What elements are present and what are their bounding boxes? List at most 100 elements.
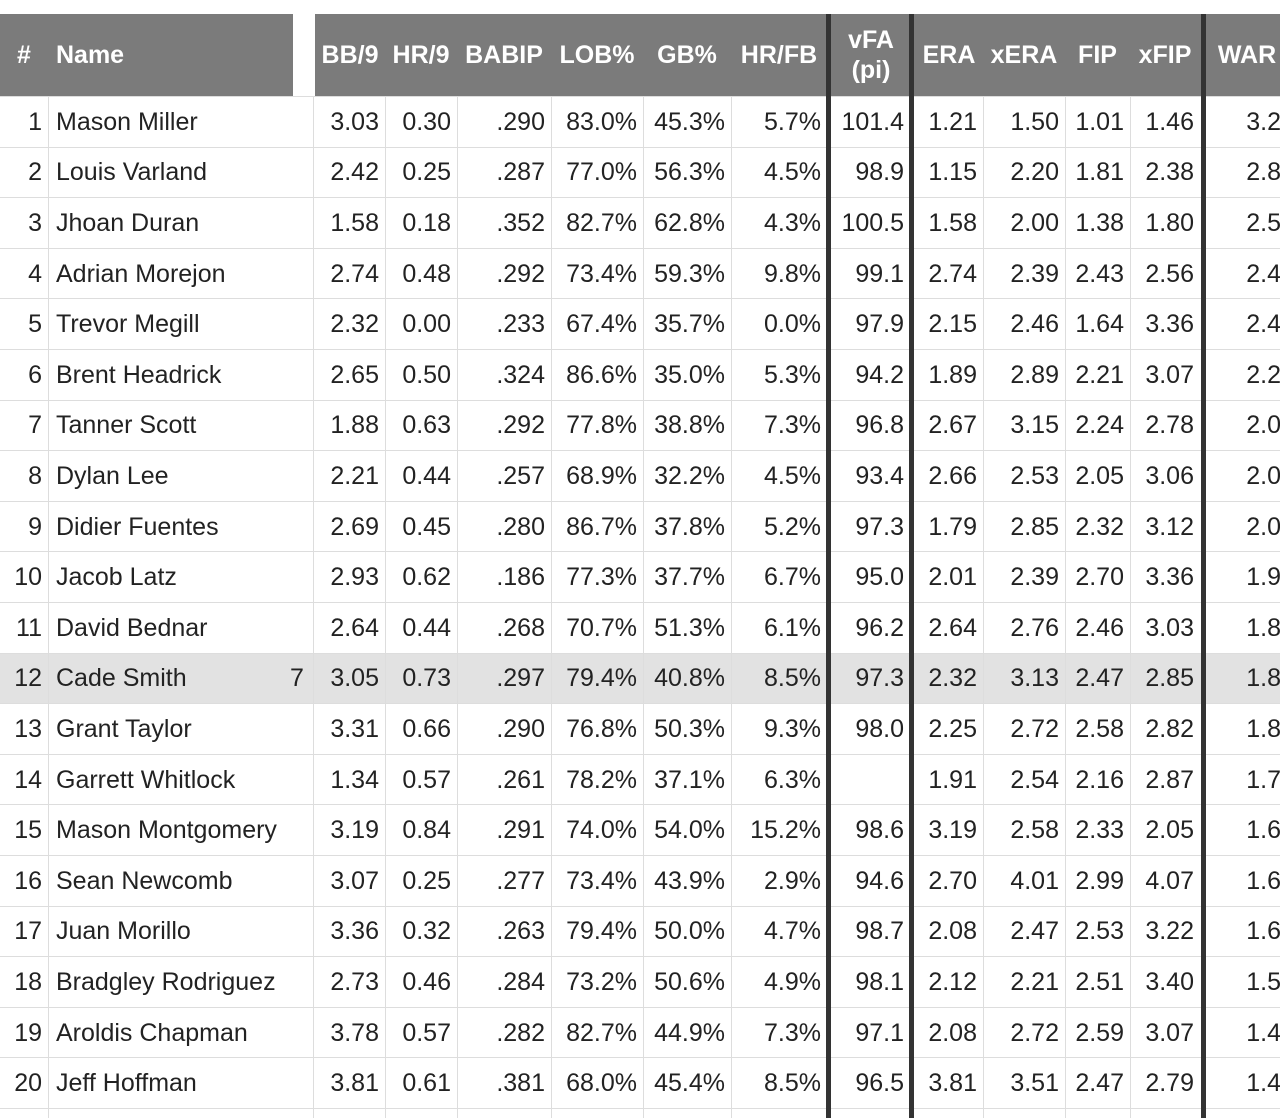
table-cell: 70.7%	[566, 613, 637, 642]
table-cell: Juan Morillo	[56, 917, 191, 946]
table-cell: 94.6	[855, 866, 904, 895]
table-cell: 2.16	[1075, 765, 1124, 794]
table-cell: 3.12	[1145, 512, 1194, 541]
table-cell: 2.46	[1075, 613, 1124, 642]
column-line	[313, 96, 314, 1118]
table-cell: 0.25	[402, 866, 451, 895]
column-line	[731, 96, 732, 1118]
table-cell: 1	[28, 107, 42, 136]
table-cell: 77.3%	[566, 563, 637, 592]
table-cell: 97.9	[855, 310, 904, 339]
table-cell: .324	[496, 360, 545, 389]
table-cell: 3.19	[928, 816, 977, 845]
table-cell: 3	[28, 208, 42, 237]
table-cell: 9	[28, 512, 42, 541]
table-cell: .290	[496, 714, 545, 743]
table-cell: 2.08	[928, 917, 977, 946]
row-line	[0, 602, 1280, 603]
table-cell: 44.9%	[654, 1018, 725, 1047]
table-cell: 2.78	[1145, 411, 1194, 440]
table-cell: 2.0	[1246, 512, 1280, 541]
row-line	[0, 804, 1280, 806]
table-cell: 4.01	[1010, 866, 1059, 895]
header-cell: BB/9	[321, 41, 379, 69]
table-cell: 3.15	[1010, 411, 1059, 440]
table-cell: 2.72	[1010, 1018, 1059, 1047]
table-cell: 7.3%	[764, 1018, 821, 1047]
table-cell: 86.7%	[566, 512, 637, 541]
table-cell: 2.82	[1145, 714, 1194, 743]
column-divider	[826, 14, 831, 1118]
header-bg	[315, 14, 1280, 96]
table-cell: .282	[496, 1018, 545, 1047]
table-cell: 0.00	[402, 310, 451, 339]
table-cell: 5.3%	[764, 360, 821, 389]
table-cell: 1.4	[1246, 1069, 1280, 1098]
column-divider	[1201, 14, 1206, 1118]
table-cell: 37.1%	[654, 765, 725, 794]
table-cell: 51.3%	[654, 613, 725, 642]
table-cell: 6	[28, 360, 42, 389]
table-cell: 1.79	[928, 512, 977, 541]
table-cell: 83.0%	[566, 107, 637, 136]
table-cell: .263	[496, 917, 545, 946]
table-cell: .297	[496, 664, 545, 693]
table-cell: 2.53	[1075, 917, 1124, 946]
table-cell: Aroldis Chapman	[56, 1018, 248, 1047]
table-cell: .186	[496, 563, 545, 592]
table-cell: 45.4%	[654, 1069, 725, 1098]
table-cell: Sean Newcomb	[56, 866, 233, 895]
table-cell: 38.8%	[654, 411, 725, 440]
table-cell: 3.78	[330, 1018, 379, 1047]
table-cell: 1.6	[1246, 866, 1280, 895]
table-cell: 2.51	[1075, 967, 1124, 996]
table-cell: 17	[14, 917, 42, 946]
column-line	[457, 96, 458, 1118]
table-cell: 3.07	[330, 866, 379, 895]
table-cell: 2.0	[1246, 411, 1280, 440]
column-line	[643, 96, 644, 1118]
table-cell: 2.38	[1145, 158, 1194, 187]
column-line	[48, 96, 49, 1118]
table-cell: 8	[28, 461, 42, 490]
table-cell: Mason Miller	[56, 107, 198, 136]
table-cell: 5.2%	[764, 512, 821, 541]
table-cell: 2.64	[928, 613, 977, 642]
table-cell: 6.1%	[764, 613, 821, 642]
table-cell: .292	[496, 411, 545, 440]
table-cell: 1.8	[1246, 664, 1280, 693]
table-cell: 0.30	[402, 107, 451, 136]
table-cell: 2.74	[928, 259, 977, 288]
table-cell: 18	[14, 967, 42, 996]
table-cell: 2.12	[928, 967, 977, 996]
table-cell: 98.7	[855, 917, 904, 946]
table-cell: 3.31	[330, 714, 379, 743]
table-cell: 2.93	[330, 563, 379, 592]
table-cell: 12	[14, 664, 42, 693]
table-cell: 100.5	[841, 208, 904, 237]
table-cell: 2.65	[330, 360, 379, 389]
table-cell: 3.07	[1145, 1018, 1194, 1047]
row-line	[0, 146, 1280, 148]
row-highlight	[0, 653, 1280, 705]
table-cell: 2.00	[1010, 208, 1059, 237]
table-cell: 1.34	[330, 765, 379, 794]
table-cell: 98.1	[855, 967, 904, 996]
table-cell: 2.08	[928, 1018, 977, 1047]
table-cell: 2.59	[1075, 1018, 1124, 1047]
table-cell: 98.0	[855, 714, 904, 743]
table-cell: 101.4	[841, 107, 904, 136]
column-divider	[909, 14, 914, 1118]
table-cell: 1.01	[1075, 107, 1124, 136]
table-cell: 2.46	[1010, 310, 1059, 339]
table-cell: 15.2%	[750, 816, 821, 845]
table-cell: 2.25	[928, 714, 977, 743]
table-cell: 79.4%	[566, 917, 637, 946]
table-cell: 86.6%	[566, 360, 637, 389]
table-cell: 2.24	[1075, 411, 1124, 440]
column-line	[551, 96, 552, 1118]
table-cell: 1.6	[1246, 917, 1280, 946]
table-cell: 0.46	[402, 967, 451, 996]
table-cell: 16	[14, 866, 42, 895]
table-cell: .381	[496, 1069, 545, 1098]
